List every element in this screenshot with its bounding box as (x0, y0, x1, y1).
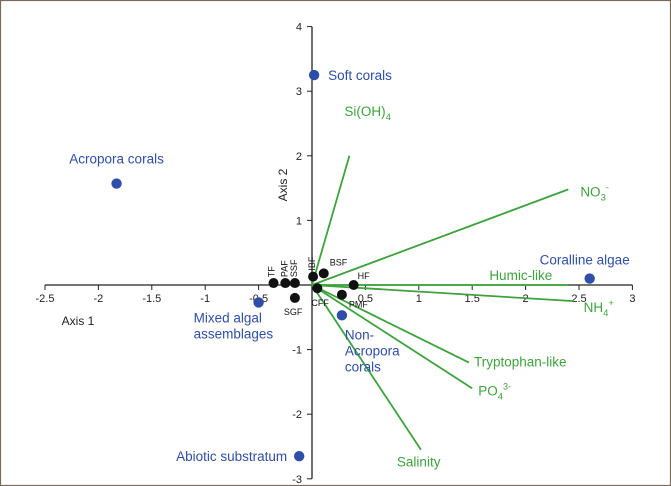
group-point-abiotic-substratum (293, 450, 305, 462)
sample-point-tf (268, 278, 279, 289)
group-label-acropora-corals: Acropora corals (69, 152, 164, 167)
sample-point-ssf (289, 278, 300, 289)
y-tick-label: 3 (296, 86, 302, 98)
vector-no (311, 188, 569, 286)
sample-point-hf (348, 280, 359, 290)
y-tick-label: 2 (296, 151, 302, 163)
sample-label-pmf: PMF (349, 300, 369, 310)
sample-point-ibf (308, 271, 319, 282)
group-label-non: Non- (345, 327, 374, 342)
vector-salinity (311, 284, 422, 451)
sample-point-bsf (318, 268, 329, 279)
sample-label-tf: TF (267, 266, 277, 277)
y-tick-label: 4 (296, 22, 302, 34)
group-label-mixed-algal: assemblages (194, 326, 274, 341)
group-point-mixed-algal (253, 297, 264, 308)
vector-label-si-oh: Si(OH)4 (344, 104, 391, 123)
sample-label-ibf: IBF (307, 256, 317, 271)
vector-si-oh (311, 155, 351, 286)
y-tick-label: -3 (292, 474, 302, 486)
x-tick-label: -2 (94, 293, 104, 305)
group-point-non (336, 310, 348, 321)
x-tick-label: -2.5 (36, 293, 55, 305)
group-label-non: Acropora (345, 343, 400, 358)
sample-label-ssf: SSF (289, 259, 299, 277)
sample-point-pmf (336, 289, 347, 300)
group-label-coralline-algae: Coralline algae (540, 253, 630, 268)
vector-label-nh: NH4+ (584, 298, 614, 319)
vector-label-po: PO43- (478, 381, 511, 402)
sample-label-paf: PAF (279, 260, 289, 277)
sample-label-hf: HF (358, 271, 370, 281)
y-tick-label: -2 (292, 409, 302, 421)
x-tick-label: 2.5 (571, 293, 586, 305)
vector-label-salinity: Salinity (397, 455, 441, 470)
group-label-soft-corals: Soft corals (328, 68, 392, 83)
x-tick-label: -1 (200, 293, 210, 305)
sample-points (268, 268, 359, 303)
group-label-non: corals (345, 359, 381, 374)
vector-po (311, 284, 473, 390)
group-point-soft-corals (308, 69, 320, 81)
sample-label-sgf: SGF (284, 307, 303, 317)
sample-point-sgf (289, 292, 300, 303)
x-axis-title: Axis 1 (62, 314, 95, 328)
x-tick-label: 0.5 (358, 293, 373, 305)
x-tick-label: 1 (416, 293, 422, 305)
sample-label-cff: CFF (311, 298, 329, 308)
group-points (111, 69, 595, 462)
group-label-mixed-algal: Mixed algal (194, 310, 262, 325)
sample-point-cff (312, 283, 323, 294)
x-tick-label: 3 (629, 293, 635, 305)
y-tick-label: 1 (296, 215, 302, 227)
y-tick-label: -1 (292, 345, 302, 357)
group-point-acropora-corals (111, 178, 122, 189)
group-label-abiotic-substratum: Abiotic substratum (176, 449, 287, 464)
group-point-coralline-algae (584, 273, 595, 284)
chart-labels: Axis 1 Axis 2 Si(OH)4 NO3- Humic-like NH4+ Try… (62, 68, 630, 470)
y-axis-title: Axis 2 (276, 168, 290, 201)
vector-label-no: NO3- (580, 182, 609, 203)
vector-label-humic-like: Humic-like (489, 268, 552, 283)
sample-label-bsf: BSF (330, 257, 348, 267)
x-tick-label: -1.5 (142, 293, 161, 305)
vector-label-tryptophan-like: Tryptophan-like (474, 355, 567, 370)
sample-point-paf (280, 278, 291, 289)
